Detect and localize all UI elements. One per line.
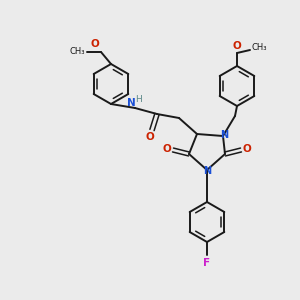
Text: O: O — [232, 41, 242, 51]
Text: CH₃: CH₃ — [251, 44, 267, 52]
Text: CH₃: CH₃ — [69, 47, 85, 56]
Text: O: O — [91, 39, 99, 49]
Text: O: O — [163, 144, 171, 154]
Text: O: O — [243, 144, 251, 154]
Text: N: N — [203, 166, 211, 176]
Text: O: O — [146, 132, 154, 142]
Text: H: H — [136, 95, 142, 104]
Text: N: N — [220, 130, 228, 140]
Text: N: N — [127, 98, 135, 108]
Text: F: F — [203, 258, 211, 268]
